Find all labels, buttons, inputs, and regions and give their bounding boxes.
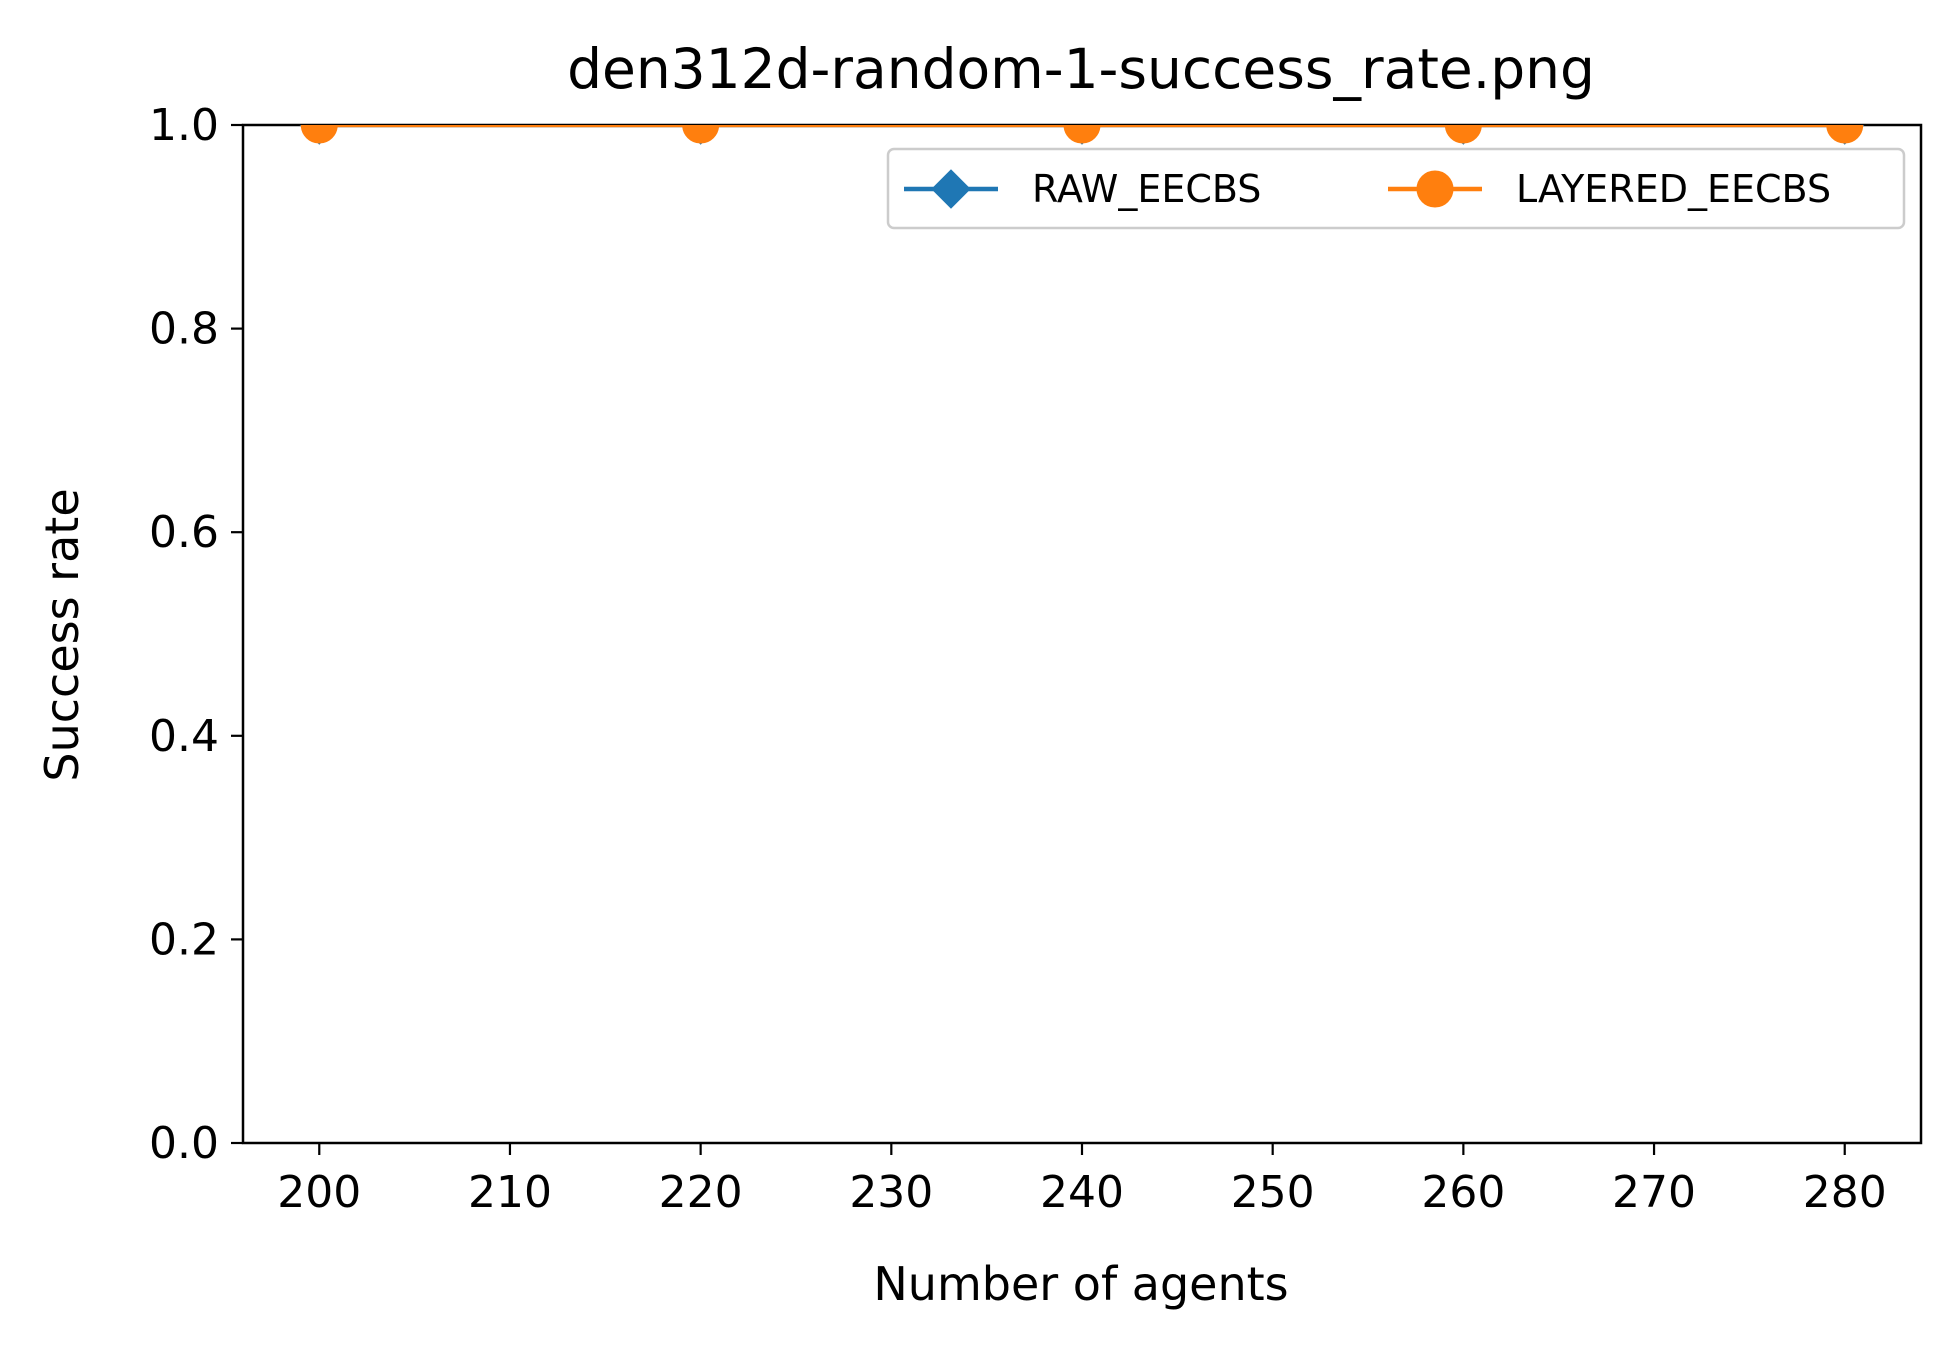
x-tick-label: 250 [1231,1167,1315,1218]
x-tick-label: 220 [659,1167,743,1218]
legend-entry: LAYERED_EECBS [1388,167,1831,211]
data-point [1444,125,1482,144]
x-tick-label: 200 [277,1167,361,1218]
chart-title: den312d-random-1-success_rate.png [567,37,1595,101]
plot-area [241,123,1923,1145]
legend-entry: RAW_EECBS [904,167,1261,211]
y-tick-label: 0.2 [149,914,219,965]
legend-marker [931,169,971,209]
x-tick-label: 260 [1421,1167,1505,1218]
y-tick-label: 0.8 [149,304,219,355]
legend-label: LAYERED_EECBS [1516,167,1831,211]
legend: RAW_EECBS LAYERED_EECBS [886,147,1906,230]
legend-label: RAW_EECBS [1032,167,1261,211]
series-group [299,125,1865,145]
x-axis-label: Number of agents [873,1257,1288,1311]
data-point [1826,125,1864,144]
y-tick-label: 1.0 [149,100,219,151]
legend-marker [1416,170,1454,208]
x-tick-label: 230 [849,1167,933,1218]
x-tick-label: 240 [1040,1167,1124,1218]
data-point [300,125,338,144]
x-tick-label: 210 [468,1167,552,1218]
data-point [1063,125,1101,144]
series-layered-eecbs [300,125,1864,144]
y-tick-label: 0.4 [149,711,219,762]
data-point [682,125,720,144]
y-tick-label: 0.0 [149,1118,219,1169]
x-tick-label: 280 [1803,1167,1887,1218]
y-axis-label: Success rate [35,488,89,781]
axes: 200 210 220 230 240 250 260 270 280 0.0 0.2 0.4 0.6 0… [149,100,1923,1218]
x-tick-label: 270 [1612,1167,1696,1218]
y-tick-label: 0.6 [149,507,219,558]
